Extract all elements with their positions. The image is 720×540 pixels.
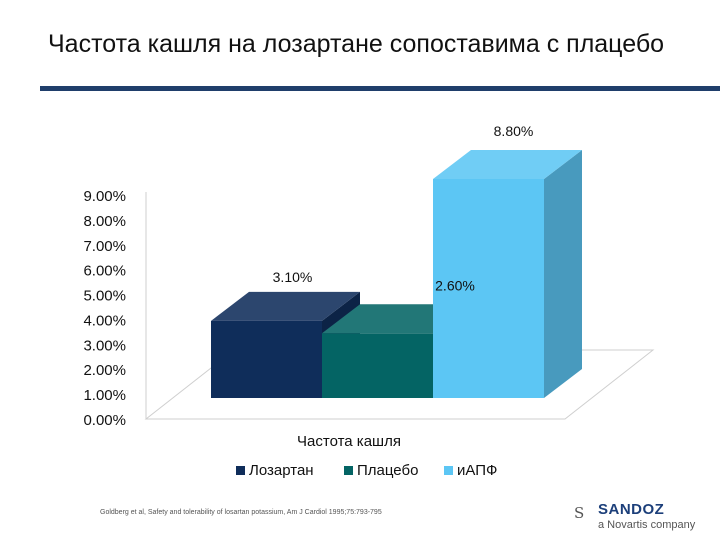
sandoz-logo-icon: S <box>574 504 585 522</box>
bar-3 <box>433 149 582 398</box>
bar-top <box>211 291 360 321</box>
title-divider <box>40 86 720 91</box>
legend: Лозартан Плацебо иАПФ <box>236 462 497 479</box>
legend-swatch <box>344 466 353 475</box>
y-tick-label: 1.00% <box>83 387 126 404</box>
legend-swatch <box>444 466 453 475</box>
legend-swatch <box>236 466 245 475</box>
legend-label: иАПФ <box>457 462 497 479</box>
data-label: 3.10% <box>273 269 313 285</box>
logo-tagline: a Novartis company <box>598 519 696 531</box>
y-tick-label: 8.00% <box>83 213 126 230</box>
legend-item: Плацебо <box>344 462 418 479</box>
y-axis: 0.00% 1.00% 2.00% 3.00% 4.00% 5.00% 6.00% 7.00%… <box>83 188 126 429</box>
sandoz-logo: S SANDOZ a Novartis company <box>574 498 696 534</box>
legend-item: Лозартан <box>236 462 314 479</box>
bar-top <box>433 149 582 179</box>
y-tick-label: 3.00% <box>83 337 126 354</box>
legend-label: Плацебо <box>357 462 418 479</box>
logo-name: SANDOZ <box>598 501 665 518</box>
slide-title: Частота кашля на лозартане сопоставима с… <box>48 30 665 58</box>
data-labels: 3.10% 2.60% 8.80% <box>273 123 534 293</box>
data-label: 2.60% <box>435 277 475 293</box>
y-tick-label: 7.00% <box>83 238 126 255</box>
y-tick-label: 6.00% <box>83 263 126 280</box>
legend-label: Лозартан <box>249 462 314 479</box>
y-tick-label: 5.00% <box>83 288 126 305</box>
y-tick-label: 0.00% <box>83 412 126 429</box>
y-tick-label: 9.00% <box>83 188 126 205</box>
bar-front <box>433 178 544 398</box>
data-label: 8.80% <box>494 123 534 139</box>
legend-item: иАПФ <box>444 462 497 479</box>
x-axis-label: Частота кашля <box>297 433 401 450</box>
citation-footnote: Goldberg et al, Safety and tolerability … <box>100 509 382 516</box>
bars <box>211 149 582 398</box>
bar-side <box>544 149 582 398</box>
bar-front <box>322 333 433 398</box>
bar-front <box>211 320 322 398</box>
y-tick-label: 4.00% <box>83 312 126 329</box>
y-tick-label: 2.00% <box>83 362 126 379</box>
